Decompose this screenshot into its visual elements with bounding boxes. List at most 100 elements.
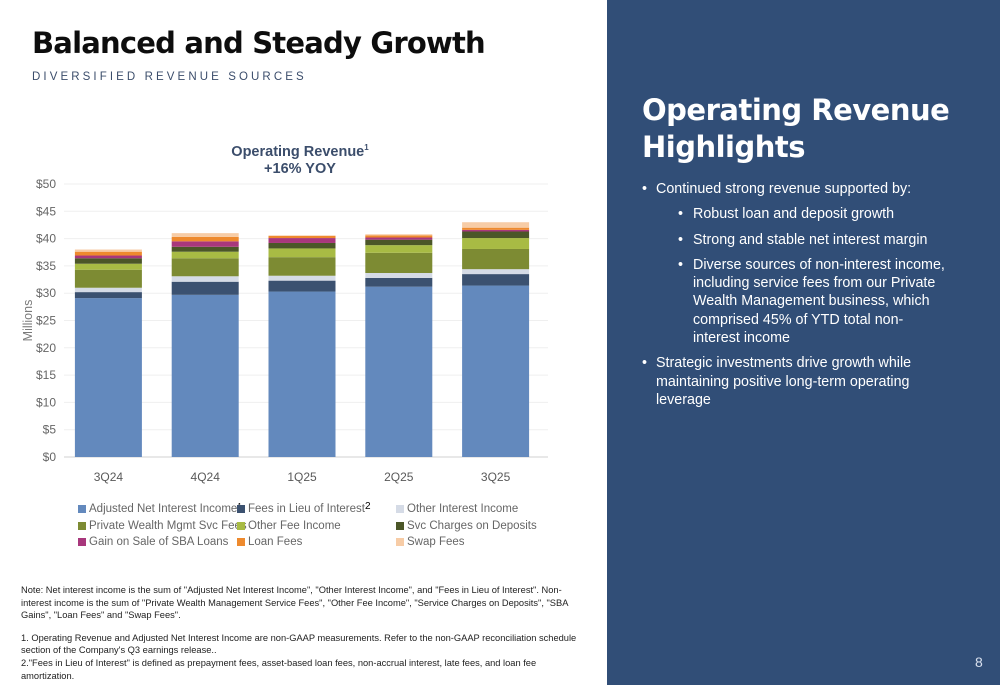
bar-stack bbox=[171, 233, 239, 457]
chart-title-superscript: 1 bbox=[364, 143, 369, 152]
legend-item: Svc Charges on Deposits bbox=[396, 520, 537, 532]
bar-segment bbox=[268, 248, 336, 258]
bar-segment bbox=[171, 233, 239, 237]
bar-segment bbox=[462, 248, 530, 270]
y-axis-ticks: $0 $5 $10 $15 $20 $25 $30 $35 $40 $45 $50 bbox=[36, 177, 56, 464]
legend-swatch bbox=[237, 505, 245, 513]
bullet-icon: • bbox=[678, 256, 684, 273]
y-tick-label: $10 bbox=[36, 395, 56, 409]
highlight-subitem: • Strong and stable net interest margin bbox=[640, 231, 970, 249]
highlight-text: Robust loan and deposit growth bbox=[693, 206, 895, 223]
y-tick-label: $15 bbox=[36, 368, 56, 382]
legend-swatch bbox=[78, 521, 86, 530]
bar-stack bbox=[365, 234, 433, 457]
bar-segment bbox=[268, 257, 336, 276]
x-tick-label: 4Q24 bbox=[191, 470, 221, 484]
page-subtitle: DIVERSIFIED REVENUE SOURCES bbox=[32, 71, 307, 83]
highlight-text: Strong and stable net interest margin bbox=[693, 231, 928, 248]
bar-segment bbox=[74, 251, 142, 256]
bar-segment bbox=[74, 255, 142, 259]
x-tick-label: 3Q25 bbox=[481, 470, 511, 484]
bar-segment bbox=[365, 277, 433, 287]
legend-item: Private Wealth Mgmt Svc Fees bbox=[78, 520, 247, 532]
bar-segment bbox=[268, 275, 336, 281]
bar-segment bbox=[462, 285, 530, 457]
bar-segment bbox=[365, 234, 433, 236]
legend-item: Loan Fees bbox=[237, 536, 302, 548]
legend-item: Other Interest Income bbox=[396, 503, 518, 515]
bar-segment bbox=[171, 251, 239, 259]
y-tick-label: $5 bbox=[43, 423, 57, 437]
y-tick-label: $20 bbox=[36, 341, 56, 355]
legend-swatch bbox=[396, 521, 404, 530]
y-tick-label: $35 bbox=[36, 259, 56, 273]
legend-superscript: 2 bbox=[364, 500, 371, 512]
bar-segment bbox=[74, 263, 142, 270]
legend-swatch bbox=[78, 505, 86, 513]
bar-segment bbox=[171, 281, 239, 295]
bar-segment bbox=[268, 235, 336, 236]
bar-segment bbox=[74, 287, 142, 293]
legend-swatch bbox=[237, 538, 245, 546]
legend-swatch bbox=[237, 521, 245, 530]
chart-title: Operating Revenue1 bbox=[160, 143, 440, 160]
bar-segment bbox=[268, 238, 336, 243]
x-tick-label: 2Q25 bbox=[384, 470, 414, 484]
legend-label: Other Fee Income bbox=[248, 519, 341, 532]
highlights-list: • Continued strong revenue supported by: … bbox=[640, 180, 970, 416]
bar-segment bbox=[74, 258, 142, 264]
bar-segment bbox=[462, 222, 530, 228]
x-axis-ticks: 3Q24 4Q24 1Q25 2Q25 3Q25 bbox=[94, 470, 511, 484]
bar-segment bbox=[268, 242, 336, 249]
page-number: 8 bbox=[975, 654, 983, 670]
bar-segment bbox=[171, 246, 239, 252]
bar-segment bbox=[74, 269, 142, 288]
legend-label: Loan Fees bbox=[248, 536, 303, 548]
bar-segment bbox=[462, 269, 530, 275]
bar-segment bbox=[74, 249, 142, 252]
bar-segment bbox=[365, 252, 433, 273]
legend-label: Fees in Lieu of Interest bbox=[248, 503, 365, 515]
highlight-text: Strategic investments drive growth while… bbox=[656, 355, 912, 408]
y-tick-label: $25 bbox=[36, 314, 56, 328]
bar-segment bbox=[171, 258, 239, 277]
bullet-icon: • bbox=[642, 355, 648, 372]
y-tick-label: $45 bbox=[36, 204, 56, 218]
legend-item: Swap Fees bbox=[396, 536, 465, 548]
x-tick-label: 3Q24 bbox=[94, 470, 124, 484]
bar-stack bbox=[268, 235, 336, 457]
legend-label: Private Wealth Mgmt Svc Fees bbox=[89, 519, 247, 532]
footnotes: Note: Net interest income is the sum of … bbox=[21, 584, 591, 682]
y-tick-label: $30 bbox=[36, 286, 56, 300]
bar-segment bbox=[268, 235, 336, 239]
chart-title-text: Operating Revenue bbox=[231, 143, 365, 160]
highlights-panel bbox=[607, 0, 1000, 685]
legend-swatch bbox=[78, 538, 86, 546]
bar-segment bbox=[462, 274, 530, 286]
legend-label: Svc Charges on Deposits bbox=[407, 519, 537, 532]
legend-swatch bbox=[396, 538, 404, 546]
bullet-icon: • bbox=[642, 181, 648, 197]
y-tick-label: $40 bbox=[36, 232, 56, 246]
legend-label: Gain on Sale of SBA Loans bbox=[89, 536, 229, 548]
legend-item: Other Fee Income bbox=[237, 520, 341, 532]
highlight-subitem: • Diverse sources of non-interest income,… bbox=[640, 256, 970, 347]
bar-segment bbox=[462, 238, 530, 249]
bar-segment bbox=[171, 241, 239, 247]
bullet-icon: • bbox=[678, 206, 684, 223]
highlight-subitem: • Robust loan and deposit growth bbox=[640, 205, 970, 223]
bar-segment bbox=[365, 245, 433, 253]
legend-item: Fees in Lieu of Interest 2 bbox=[237, 500, 371, 515]
highlight-text: Continued strong revenue supported by: bbox=[656, 181, 912, 197]
legend-label: Swap Fees bbox=[407, 536, 465, 548]
note-text: Note: Net interest income is the sum of … bbox=[21, 585, 568, 621]
y-axis-label: Millions bbox=[21, 300, 35, 342]
bar-segment bbox=[462, 229, 530, 232]
bullet-icon: • bbox=[678, 231, 684, 248]
highlights-title: Operating Revenue Highlights bbox=[642, 93, 950, 164]
legend-item: Adjusted Net Interest Income1 bbox=[78, 502, 242, 515]
bar-segment bbox=[268, 280, 336, 292]
x-tick-label: 1Q25 bbox=[287, 470, 317, 484]
bar-segment bbox=[171, 276, 239, 282]
bar-segment bbox=[462, 231, 530, 239]
